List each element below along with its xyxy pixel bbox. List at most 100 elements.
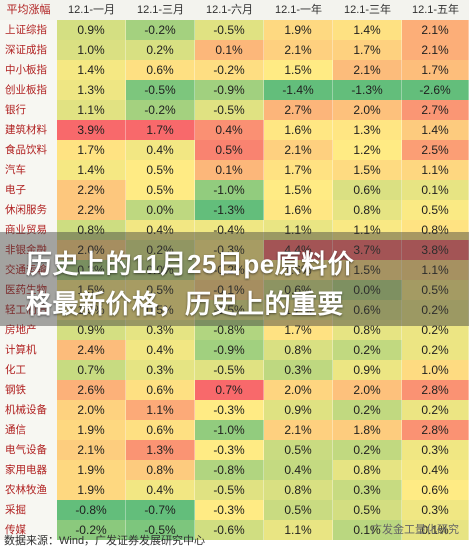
table-cell: 2.2%: [57, 180, 126, 200]
table-cell: 1.1%: [333, 220, 402, 240]
table-cell: 0.0%: [126, 200, 195, 220]
table-cell: 2.4%: [57, 340, 126, 360]
table-cell: -0.2%: [195, 260, 264, 280]
table-cell: 1.1%: [57, 100, 126, 120]
header-col-4: 12.1-一年: [264, 0, 333, 20]
table-cell: 3.7%: [333, 240, 402, 260]
row-label: 房地产: [0, 320, 57, 340]
row-label: 农林牧渔: [0, 480, 57, 500]
table-cell: 0.2%: [126, 40, 195, 60]
table-cell: 1.0%: [57, 40, 126, 60]
table-cell: 2.1%: [402, 40, 469, 60]
table-cell: 2.1%: [402, 20, 469, 40]
table-cell: -0.5%: [195, 480, 264, 500]
row-label: 电气设备: [0, 440, 57, 460]
row-label: 食品饮料: [0, 140, 57, 160]
table-cell: -0.6%: [195, 520, 264, 540]
table-cell: -0.3%: [195, 440, 264, 460]
title-overlay-banner[interactable]: 历史上的11月25日pe原料价 格最新价格，历史上的重要: [0, 232, 469, 326]
header-col-1: 12.1-一月: [57, 0, 126, 20]
table-cell: 1.7%: [264, 160, 333, 180]
table-cell: 0.5%: [126, 160, 195, 180]
row-label: 商业贸易: [0, 220, 57, 240]
table-cell: -0.8%: [57, 500, 126, 520]
overlay-title-line2: 格最新价格，历史上的重要: [26, 289, 345, 319]
table-cell: 1.1%: [264, 520, 333, 540]
header-col-6: 12.1-五年: [402, 0, 469, 20]
table-cell: 0.5%: [264, 440, 333, 460]
table-cell: -0.2%: [126, 100, 195, 120]
table-cell: 1.5%: [57, 300, 126, 320]
table-cell: 0.1%: [402, 180, 469, 200]
table-cell: 0.0%: [126, 260, 195, 280]
source-note: 数据来源：Wind，广发证券发展研究中心: [4, 535, 206, 547]
row-label: 家用电器: [0, 460, 57, 480]
table-cell: 0.8%: [402, 220, 469, 240]
table-cell: 0.4%: [126, 480, 195, 500]
table-cell: 2.1%: [264, 420, 333, 440]
table-cell: 0.4%: [402, 460, 469, 480]
table-cell: 0.3%: [57, 260, 126, 280]
table-cell: 0.7%: [57, 360, 126, 380]
table-cell: 2.0%: [264, 380, 333, 400]
table-cell: 0.8%: [264, 340, 333, 360]
table-cell: 1.3%: [57, 80, 126, 100]
table-cell: 0.5%: [402, 280, 469, 300]
table-cell: -1.0%: [195, 180, 264, 200]
table-cell: 0.2%: [402, 340, 469, 360]
row-label: 采掘: [0, 500, 57, 520]
table-cell: 0.9%: [264, 400, 333, 420]
table-cell: 2.0%: [333, 100, 402, 120]
watermark: 广发金工量化研究: [371, 524, 459, 536]
table-cell: 1.7%: [126, 120, 195, 140]
table-cell: -0.4%: [195, 220, 264, 240]
table-cell: 0.1%: [402, 520, 469, 540]
table-cell: 3.9%: [57, 120, 126, 140]
row-label: 电子: [0, 180, 57, 200]
table-cell: 0.8%: [333, 200, 402, 220]
table-cell: 0.9%: [57, 20, 126, 40]
table-cell: 0.9%: [333, 360, 402, 380]
table-cell: 2.0%: [333, 380, 402, 400]
table-cell: 1.8%: [333, 420, 402, 440]
table-cell: 2.0%: [57, 240, 126, 260]
table-cell: 2.7%: [402, 100, 469, 120]
table-cell: 2.7%: [264, 100, 333, 120]
table-cell: 1.4%: [402, 120, 469, 140]
row-label: 上证综指: [0, 20, 57, 40]
table-cell: 0.3%: [126, 360, 195, 380]
row-label: 计算机: [0, 340, 57, 360]
table-cell: -1.0%: [195, 420, 264, 440]
table-cell: 1.1%: [402, 260, 469, 280]
table-cell: 0.1%: [333, 520, 402, 540]
row-label: 银行: [0, 100, 57, 120]
table-cell: 1.9%: [57, 480, 126, 500]
table-cell: 0.2%: [126, 240, 195, 260]
heatmap-table: 平均涨幅 12.1-一月 12.1-三月 12.1-六月 12.1-一年 12.1-三年 1…: [0, 0, 469, 540]
row-label: 创业板指: [0, 80, 57, 100]
table-cell: 1.0%: [402, 360, 469, 380]
table-cell: 0.2%: [402, 300, 469, 320]
row-label: 化工: [0, 360, 57, 380]
table-cell: 0.3%: [126, 320, 195, 340]
table-cell: 0.2%: [333, 440, 402, 460]
table-cell: -0.5%: [195, 360, 264, 380]
table-cell: 0.6%: [126, 380, 195, 400]
table-cell: 2.1%: [333, 60, 402, 80]
table-cell: -0.3%: [195, 500, 264, 520]
table-cell: 0.5%: [402, 200, 469, 220]
table-cell: 0.2%: [333, 400, 402, 420]
table-cell: 4.4%: [264, 240, 333, 260]
table-cell: 1.1%: [402, 160, 469, 180]
table-cell: -1.4%: [264, 80, 333, 100]
table-cell: 1.5%: [264, 180, 333, 200]
table-cell: -2.6%: [402, 80, 469, 100]
table-cell: 1.6%: [264, 120, 333, 140]
table-cell: 1.4%: [57, 60, 126, 80]
table-cell: 1.9%: [57, 460, 126, 480]
table-cell: 0.4%: [126, 220, 195, 240]
row-label: 深证成指: [0, 40, 57, 60]
table-cell: 1.6%: [264, 260, 333, 280]
row-label: 非银金融: [0, 240, 57, 260]
row-label: 中小板指: [0, 60, 57, 80]
